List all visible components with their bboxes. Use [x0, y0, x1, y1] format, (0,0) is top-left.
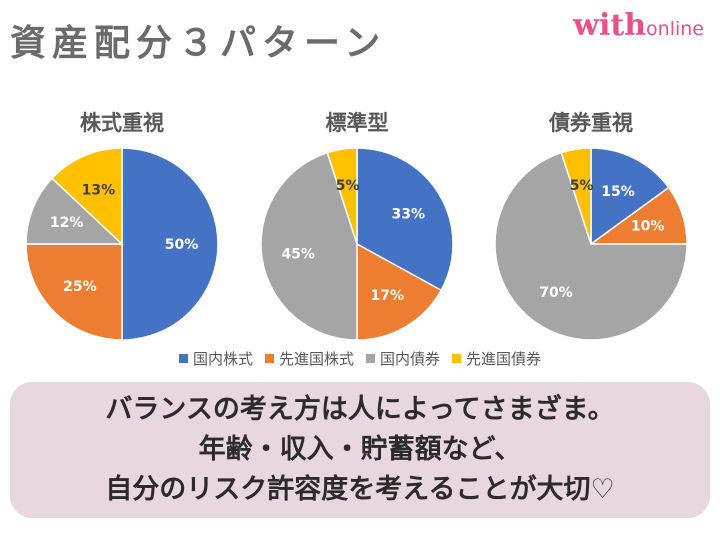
- message-line: 自分のリスク許容度を考えることが大切♡: [105, 474, 615, 505]
- pie-slice-bond-focus-developed-bonds: [560, 147, 592, 245]
- pie-slice-standard-developed-bonds: [326, 147, 358, 245]
- pie-charts: 株式重視 50% 25% 12% 13% 標準型 33% 17% 45% 5% 債券重視 15% 10%…: [25, 111, 688, 341]
- legend-swatch: [264, 354, 274, 363]
- pie-slice-stock-focus-domestic-stocks: [121, 147, 219, 341]
- data-label-bond-focus-domestic-stocks: 15%: [601, 184, 635, 200]
- data-label-standard-developed-stocks: 17%: [371, 288, 405, 304]
- legend-label: 国内株式: [192, 350, 253, 368]
- data-label-standard-domestic-stocks: 33%: [391, 207, 425, 223]
- message-box: バランスの考え方は人によってさまざま。 年齢・収入・貯蓄額など、 自分のリスク許…: [10, 382, 710, 518]
- pie-slice-bond-focus-domestic-bonds: [494, 151, 688, 341]
- legend-item-domestic-stocks: 国内株式: [178, 348, 253, 369]
- message-line: バランスの考え方は人によってさまざま。: [105, 394, 615, 425]
- pie-slice-bond-focus-domestic-stocks: [590, 147, 670, 246]
- pie-slice-stock-focus-developed-bonds: [50, 147, 123, 246]
- legend-label: 先進国株式: [278, 350, 354, 368]
- legend-swatch: [452, 354, 462, 363]
- legend-item-developed-stocks: 先進国株式: [264, 348, 354, 369]
- pie-slice-standard-domestic-bonds: [260, 151, 358, 341]
- chart-legend: 国内株式 先進国株式 国内債券 先進国債券: [0, 348, 720, 369]
- pie-slice-stock-focus-developed-stocks: [25, 243, 123, 341]
- page-title: 資産配分３パターン: [10, 23, 387, 64]
- data-label-stock-focus-domestic-bonds: 12%: [50, 215, 84, 231]
- legend-item-developed-bonds: 先進国債券: [452, 348, 541, 369]
- legend-swatch: [366, 354, 375, 363]
- pie-slice-standard-domestic-stocks: [356, 147, 454, 292]
- chart-title-stock-focus: 株式重視: [80, 111, 164, 135]
- data-label-standard-domestic-bonds: 45%: [281, 246, 315, 262]
- data-label-bond-focus-developed-bonds: 5%: [570, 178, 594, 194]
- data-label-standard-developed-bonds: 5%: [336, 178, 360, 194]
- legend-item-domestic-bonds: 国内債券: [366, 348, 440, 369]
- data-label-stock-focus-domestic-stocks: 50%: [165, 237, 199, 253]
- logo-sub-text: online: [646, 18, 704, 40]
- legend-label: 先進国債券: [466, 350, 542, 368]
- chart-title-standard: 標準型: [326, 111, 389, 135]
- brand-logo: withonline: [573, 8, 704, 43]
- data-label-bond-focus-domestic-bonds: 70%: [539, 285, 573, 301]
- data-label-stock-focus-developed-stocks: 25%: [63, 279, 97, 295]
- message-line: 年齢・収入・貯蓄額など、: [198, 434, 522, 465]
- logo-main-text: with: [573, 8, 647, 43]
- pie-slice-standard-developed-stocks: [356, 242, 443, 341]
- chart-title-bond-focus: 債券重視: [548, 111, 633, 135]
- data-label-bond-focus-developed-stocks: 10%: [631, 219, 665, 235]
- legend-swatch: [178, 354, 188, 363]
- legend-label: 国内債券: [380, 350, 441, 368]
- pie-slice-stock-focus-domestic-bonds: [25, 177, 124, 245]
- data-label-stock-focus-developed-bonds: 13%: [82, 182, 116, 198]
